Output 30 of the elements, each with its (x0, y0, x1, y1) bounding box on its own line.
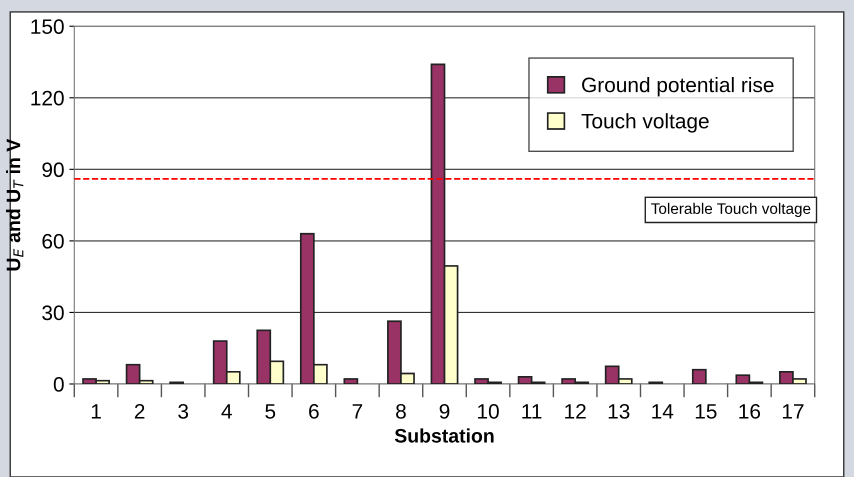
x-tick-label: 6 (309, 404, 319, 419)
bar (344, 378, 358, 384)
y-tick-label: 120 (31, 90, 64, 106)
x-tick-label: 10 (478, 404, 499, 419)
x-tick-label: 9 (440, 404, 450, 419)
x-axis-title: Substation (394, 428, 494, 443)
x-tick-label: 5 (265, 404, 276, 419)
x-tick-label: 1 (92, 404, 101, 419)
y-tick-label: 60 (42, 234, 64, 249)
x-tick-label: 3 (178, 404, 188, 419)
y-tick-label: 30 (42, 305, 64, 320)
x-tick-label: 12 (565, 404, 586, 419)
legend-label: Touch voltage (582, 113, 709, 133)
x-tick-label: 14 (652, 404, 674, 419)
x-tick-label: 11 (522, 404, 542, 419)
x-tick-label: 17 (782, 404, 804, 419)
x-tick-label: 7 (352, 404, 362, 419)
legend-label: Ground potential rise (582, 76, 774, 96)
y-tick-label: 0 (54, 376, 64, 392)
x-tick-label: 13 (608, 404, 630, 419)
x-tick-label: 2 (134, 404, 144, 419)
y-tick-label: 90 (42, 162, 64, 178)
x-tick-label: 4 (221, 404, 232, 419)
x-tick-label: 8 (396, 404, 406, 419)
x-tick-label: 15 (696, 404, 717, 419)
ref-line-label: Tolerable Touch voltage (651, 202, 810, 217)
x-tick-label: 16 (739, 404, 760, 419)
y-tick-label: 150 (31, 19, 64, 34)
y-axis-title: U$_{E}$ and U$_{T}$ in V (6, 138, 24, 270)
bar (692, 368, 707, 384)
